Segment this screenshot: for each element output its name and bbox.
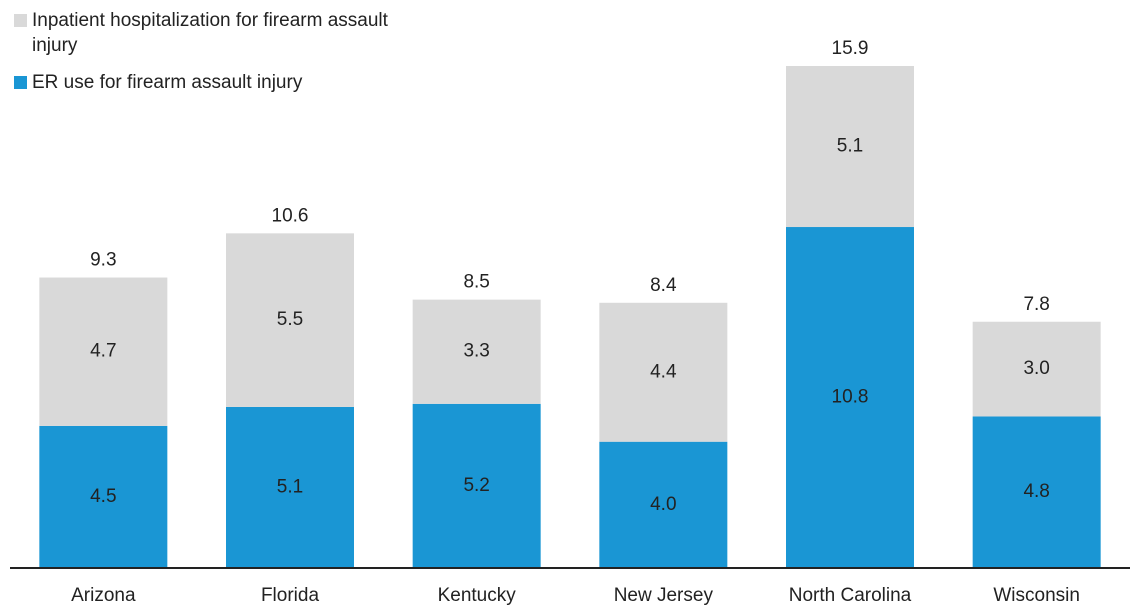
value-label: 4.8 <box>1023 481 1049 502</box>
legend-label: Inpatient hospitalization for firearm as… <box>32 10 388 56</box>
total-label: 9.3 <box>90 250 116 271</box>
total-label: 7.8 <box>1023 294 1049 315</box>
value-label: 4.5 <box>90 486 116 507</box>
value-label: 3.0 <box>1023 358 1049 379</box>
x-tick-label: New Jersey <box>614 585 714 606</box>
bar-segment <box>39 277 168 426</box>
total-label: 8.4 <box>650 275 677 296</box>
legend-swatch <box>14 14 27 27</box>
bar-segment <box>412 403 541 568</box>
legend-item: Inpatient hospitalization for firearm as… <box>14 8 402 58</box>
x-tick-label: Florida <box>261 585 320 606</box>
total-label: 10.6 <box>272 205 309 226</box>
x-tick-label: North Carolina <box>789 585 912 606</box>
total-label: 8.5 <box>463 272 489 293</box>
legend-item: ER use for firearm assault injury <box>14 70 402 95</box>
value-label: 5.1 <box>277 477 303 498</box>
bar-segment <box>39 425 168 568</box>
bar-segment <box>412 299 541 404</box>
total-label: 15.9 <box>832 38 869 59</box>
x-tick-label: Wisconsin <box>993 585 1080 606</box>
bar-segment <box>599 302 728 442</box>
x-tick-label: Kentucky <box>438 585 517 606</box>
bar-segment <box>786 66 914 228</box>
value-label: 5.1 <box>837 136 863 157</box>
bar-segment <box>786 227 914 569</box>
bar-segment <box>226 233 354 407</box>
bar-segment <box>972 416 1101 568</box>
value-label: 5.2 <box>463 475 489 496</box>
bar-segment <box>599 441 728 568</box>
value-label: 4.0 <box>650 494 676 515</box>
legend-label: ER use for firearm assault injury <box>32 72 303 93</box>
value-label: 3.3 <box>463 341 489 362</box>
value-label: 4.4 <box>650 361 677 382</box>
value-label: 5.5 <box>277 309 303 330</box>
bar-segment <box>972 321 1101 417</box>
legend-swatch <box>14 76 27 89</box>
value-label: 10.8 <box>832 387 869 408</box>
bar-segment <box>226 406 354 568</box>
x-tick-label: Arizona <box>71 585 136 606</box>
legend: Inpatient hospitalization for firearm as… <box>14 8 414 107</box>
value-label: 4.7 <box>90 341 116 362</box>
